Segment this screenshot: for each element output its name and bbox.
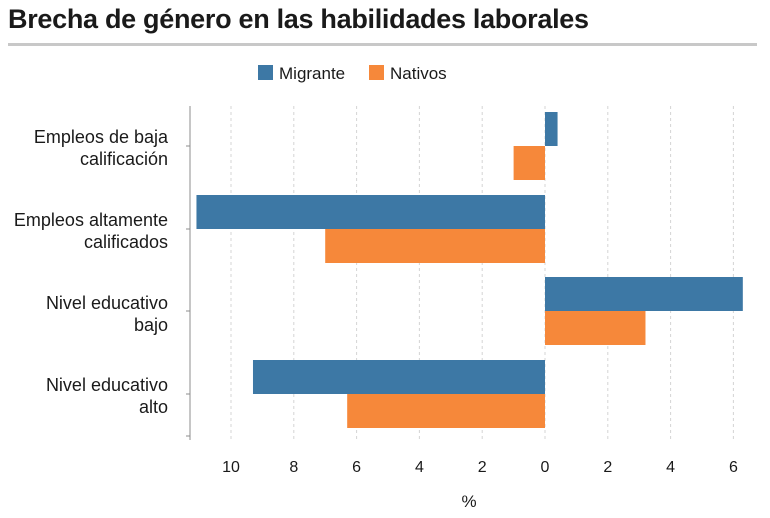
legend: Migrante Nativos	[258, 64, 447, 83]
x-tick-label-1: 8	[289, 459, 298, 476]
legend-label-nativos: Nativos	[390, 64, 447, 83]
bar-nativos-0	[513, 146, 545, 180]
bar-nativos-2	[545, 311, 646, 345]
x-tick-label-6: 2	[603, 459, 612, 476]
x-tick-label-8: 6	[729, 459, 738, 476]
x-tick-label-4: 2	[478, 459, 487, 476]
bar-nativos-1	[325, 229, 545, 263]
bar-migrante-2	[545, 277, 743, 311]
category-label-0-line-0: Empleos de baja	[34, 127, 169, 147]
chart-title: Brecha de género en las habilidades labo…	[8, 4, 589, 34]
x-axis-label: %	[461, 492, 476, 511]
category-label-0-line-1: calificación	[80, 149, 168, 169]
x-tick-labels: 10 8 6 4 2 0 2 4 6	[222, 459, 738, 476]
axes	[186, 106, 191, 440]
legend-label-migrante: Migrante	[279, 64, 345, 83]
title-rule	[8, 43, 757, 46]
bar-migrante-1	[196, 195, 545, 229]
category-label-2-line-0: Nivel educativo	[46, 293, 168, 313]
category-label-1-line-1: calificados	[84, 232, 168, 252]
bar-migrante-0	[545, 112, 558, 146]
x-tick-label-5: 0	[541, 459, 550, 476]
legend-swatch-migrante	[258, 65, 273, 80]
category-label-3-line-1: alto	[139, 397, 168, 417]
bar-nativos-3	[347, 394, 545, 428]
x-tick-label-0: 10	[222, 459, 240, 476]
x-tick-label-7: 4	[666, 459, 675, 476]
bar-migrante-3	[252, 360, 546, 394]
category-label-2-line-1: bajo	[134, 315, 168, 335]
x-tick-label-3: 4	[415, 459, 424, 476]
legend-swatch-nativos	[369, 65, 384, 80]
x-tick-label-2: 6	[352, 459, 361, 476]
category-label-3-line-0: Nivel educativo	[46, 375, 168, 395]
category-label-1-line-0: Empleos altamente	[14, 210, 168, 230]
bars	[196, 112, 743, 428]
